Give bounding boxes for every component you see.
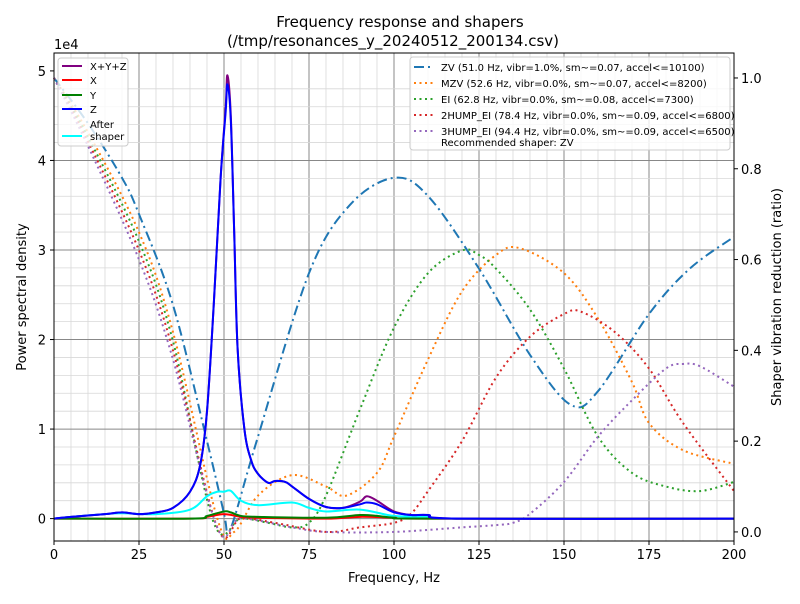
- x-tick-label: 150: [552, 548, 577, 563]
- shaper-line-1: [53, 77, 735, 541]
- legend-label: EI (62.8 Hz, vibr=0.0%, sm~=0.08, accel<…: [441, 95, 694, 106]
- shaper-line-3: [53, 77, 735, 539]
- y-axis-label: Power spectral density: [15, 223, 30, 371]
- x-tick-label: 200: [722, 548, 747, 563]
- y2-tick-label: 0.6: [741, 254, 762, 269]
- y2-tick-label: 0.8: [741, 163, 762, 178]
- legend-label: MZV (52.6 Hz, vibr=0.0%, sm~=0.07, accel…: [441, 79, 707, 90]
- recommended-shaper-note: Recommended shaper: ZV: [441, 138, 574, 149]
- y-tick-label: 4: [38, 154, 46, 169]
- shaper-line-0: [53, 77, 735, 534]
- y-tick-label: 5: [38, 65, 46, 80]
- x-tick-label: 0: [50, 548, 58, 563]
- legend-label: Y: [89, 91, 97, 102]
- x-tick-label: 125: [467, 548, 492, 563]
- x-tick-label: 175: [637, 548, 662, 563]
- chart-title: Frequency response and shapers: [276, 13, 524, 31]
- psd-line-z: [53, 83, 735, 520]
- legend-label: After: [90, 120, 115, 131]
- legend-label: X: [90, 76, 97, 87]
- x-tick-label: 75: [301, 548, 318, 563]
- y2-axis-label: Shaper vibration reduction (ratio): [770, 188, 785, 406]
- x-tick-label: 100: [382, 548, 407, 563]
- y2-tick-label: 0.4: [741, 344, 762, 359]
- legend-label: 2HUMP_EI (78.4 Hz, vibr=0.0%, sm~=0.09, …: [441, 111, 735, 122]
- shaper-line-2: [53, 77, 735, 536]
- y-tick-label: 1: [38, 423, 46, 438]
- legend-label: X+Y+Z: [90, 62, 127, 73]
- y2-tick-label: 0.2: [741, 435, 762, 450]
- y-multiplier-label: 1e4: [54, 38, 79, 53]
- chart-subtitle: (/tmp/resonances_y_20240512_200134.csv): [227, 32, 559, 51]
- x-axis-label: Frequency, Hz: [348, 571, 440, 586]
- legend-label: 3HUMP_EI (94.4 Hz, vibr=0.0%, sm~=0.09, …: [441, 127, 735, 138]
- legend-label: ZV (51.0 Hz, vibr=1.0%, sm~=0.07, accel<…: [441, 63, 705, 74]
- y-tick-label: 0: [38, 513, 46, 528]
- y-tick-label: 3: [38, 244, 46, 259]
- psd-line-y: [53, 510, 735, 520]
- shaper-legend-box: [409, 56, 731, 151]
- legend-label: Z: [90, 105, 97, 116]
- legend-label: shaper: [90, 132, 125, 143]
- x-tick-label: 25: [131, 548, 148, 563]
- y2-tick-label: 0.0: [741, 526, 762, 541]
- shaper-legend: ZV (51.0 Hz, vibr=1.0%, sm~=0.07, accel<…: [409, 56, 735, 151]
- y2-tick-label: 1.0: [741, 72, 762, 87]
- y-tick-label: 2: [38, 334, 46, 349]
- x-tick-label: 50: [216, 548, 233, 563]
